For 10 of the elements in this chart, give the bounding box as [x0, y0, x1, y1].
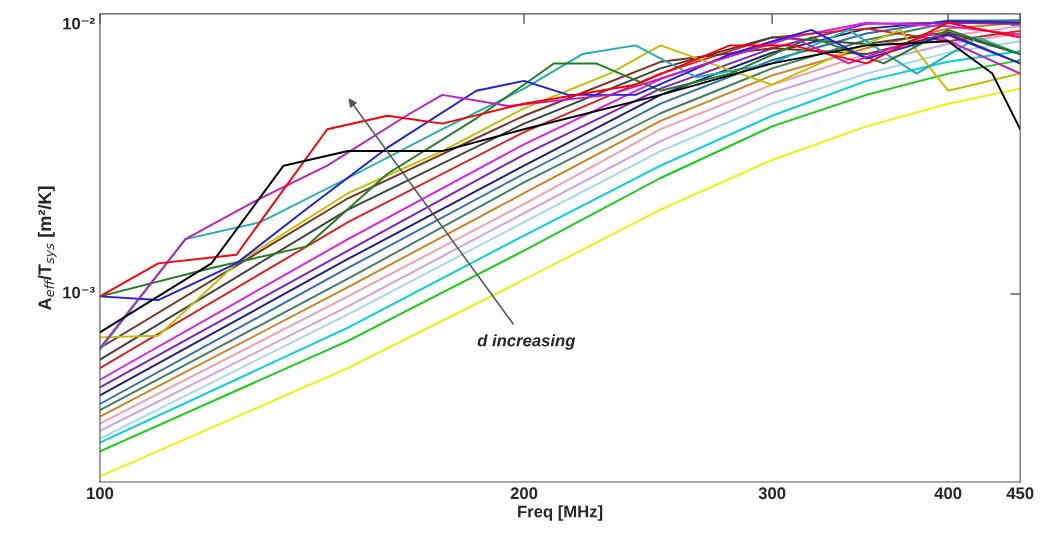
y-tick-label: 10⁻²	[63, 17, 95, 30]
x-tick-label: 100	[87, 487, 114, 500]
x-tick-label: 450	[1006, 487, 1034, 500]
x-tick-label: 200	[510, 487, 538, 500]
x-tick-label: 300	[758, 487, 786, 500]
annotation: d increasing	[477, 334, 576, 350]
x-axis-title: Freq [MHz]	[518, 505, 603, 521]
x-tick-label: 400	[934, 487, 962, 500]
y-axis-title: A$_{eff}$/T$_{sys}$ [m²/K]	[37, 186, 57, 310]
y-tick-label: 10⁻³	[63, 286, 95, 299]
